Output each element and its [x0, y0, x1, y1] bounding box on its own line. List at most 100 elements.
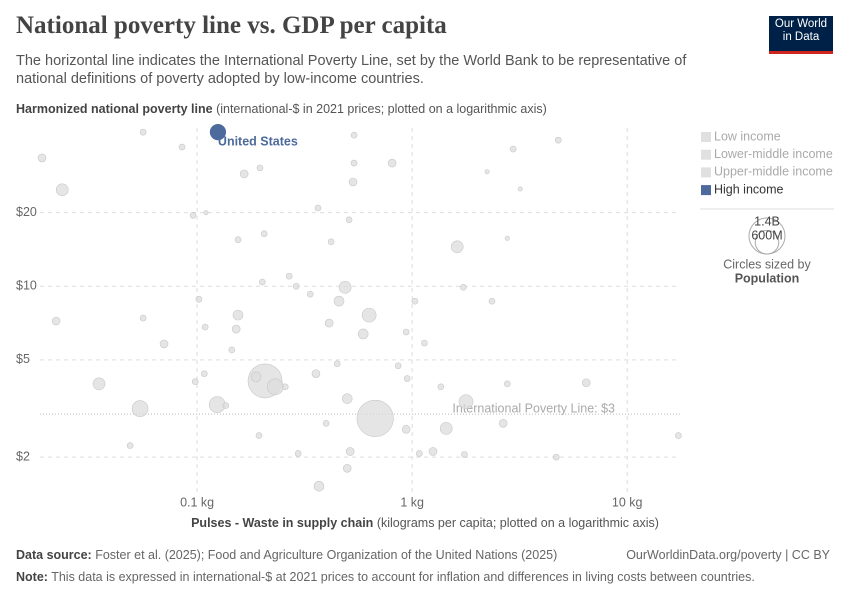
point: [504, 380, 511, 388]
point: [131, 400, 149, 417]
point: [266, 378, 284, 396]
point: [203, 210, 209, 216]
chart-subtitle: The horizontal line indicates the Intern…: [16, 53, 687, 87]
point: [581, 378, 591, 388]
point: [675, 432, 682, 439]
point: [51, 316, 61, 326]
point: [488, 297, 496, 305]
point: [517, 186, 523, 192]
chart-title: National poverty line vs. GDP per capita: [16, 12, 447, 39]
credit[interactable]: OurWorldinData.org/poverty | CC BY: [626, 548, 830, 562]
point: [403, 375, 411, 382]
y-tick-label: $20: [16, 205, 37, 219]
y-axis-note: (international-$ in 2021 prices; plotted…: [216, 102, 547, 116]
point: [139, 128, 147, 136]
logo[interactable]: Our World in Data: [769, 16, 833, 54]
reference-label: International Poverty Line: $3: [452, 401, 615, 415]
point: [428, 447, 438, 456]
x-tick-label: 0.1 kg: [180, 495, 214, 509]
source-text: Foster et al. (2025); Food and Agricultu…: [95, 548, 558, 562]
point: [256, 164, 264, 172]
point: [498, 419, 508, 428]
point: [92, 377, 106, 391]
point: [314, 204, 322, 212]
point: [421, 339, 428, 347]
legend-swatch: [701, 185, 711, 196]
point: [201, 323, 209, 331]
legend-swatch: [701, 132, 711, 142]
point: [333, 295, 345, 307]
y-tick-label: $10: [16, 279, 37, 293]
point: [345, 447, 355, 456]
point: [402, 328, 410, 336]
point: [350, 159, 358, 167]
point: [554, 136, 562, 144]
point: [228, 346, 236, 354]
x-axis-title: Pulses - Waste in supply chain: [191, 516, 374, 530]
y-axis-label: Harmonized national poverty line (intern…: [16, 102, 547, 116]
point: [356, 399, 394, 437]
point: [189, 212, 197, 219]
point: [55, 183, 69, 197]
point: [234, 236, 242, 244]
point: [311, 369, 321, 378]
point: [350, 131, 358, 139]
legend-label: High income: [714, 182, 784, 196]
point: [361, 307, 377, 323]
point: [222, 402, 230, 409]
point: [258, 278, 266, 286]
legend-label: Low income: [714, 129, 781, 143]
point: [139, 314, 147, 322]
note-label: Note:: [16, 570, 48, 584]
point: [178, 143, 186, 151]
point: [281, 383, 289, 391]
point: [324, 318, 334, 328]
point: [458, 394, 474, 410]
point: [348, 177, 358, 187]
point: [401, 424, 411, 434]
point: [37, 153, 47, 163]
point: [450, 240, 464, 254]
point: [231, 324, 241, 334]
legend-label: Lower-middle income: [714, 147, 833, 161]
x-tick-label: 1 kg: [400, 495, 424, 509]
point: [342, 464, 352, 473]
point: [294, 450, 302, 457]
point: [437, 383, 445, 391]
point: [387, 158, 397, 168]
point: [239, 169, 249, 179]
x-tick-label: 10 kg: [612, 495, 643, 509]
point: [292, 282, 300, 290]
point: [260, 230, 268, 238]
point: [195, 295, 203, 303]
x-axis-note: (kilograms per capita; plotted on a loga…: [376, 516, 659, 530]
point: [159, 339, 169, 349]
point: [200, 370, 208, 377]
point: [341, 393, 353, 404]
size-legend-variable: Population: [735, 271, 800, 285]
highlight-point: [208, 122, 228, 142]
point: [191, 378, 199, 386]
size-legend-label: 600M: [751, 229, 782, 243]
point: [285, 272, 293, 280]
point: [327, 238, 335, 246]
point: [306, 290, 314, 298]
legend-swatch: [701, 167, 711, 178]
y-tick-label: $5: [16, 352, 30, 366]
point: [232, 309, 244, 321]
point: [504, 235, 510, 241]
point: [322, 420, 330, 427]
point: [357, 328, 369, 340]
note: Note: This data is expressed in internat…: [16, 570, 755, 584]
point: [255, 432, 263, 439]
size-legend-circle: [754, 229, 780, 255]
point: [461, 451, 468, 458]
point: [552, 453, 560, 461]
point: [411, 297, 419, 305]
size-legend-label: 1.4B: [754, 214, 780, 228]
point: [394, 362, 402, 370]
x-axis-label: Pulses - Waste in supply chain (kilogram…: [0, 516, 850, 530]
point: [333, 360, 341, 368]
